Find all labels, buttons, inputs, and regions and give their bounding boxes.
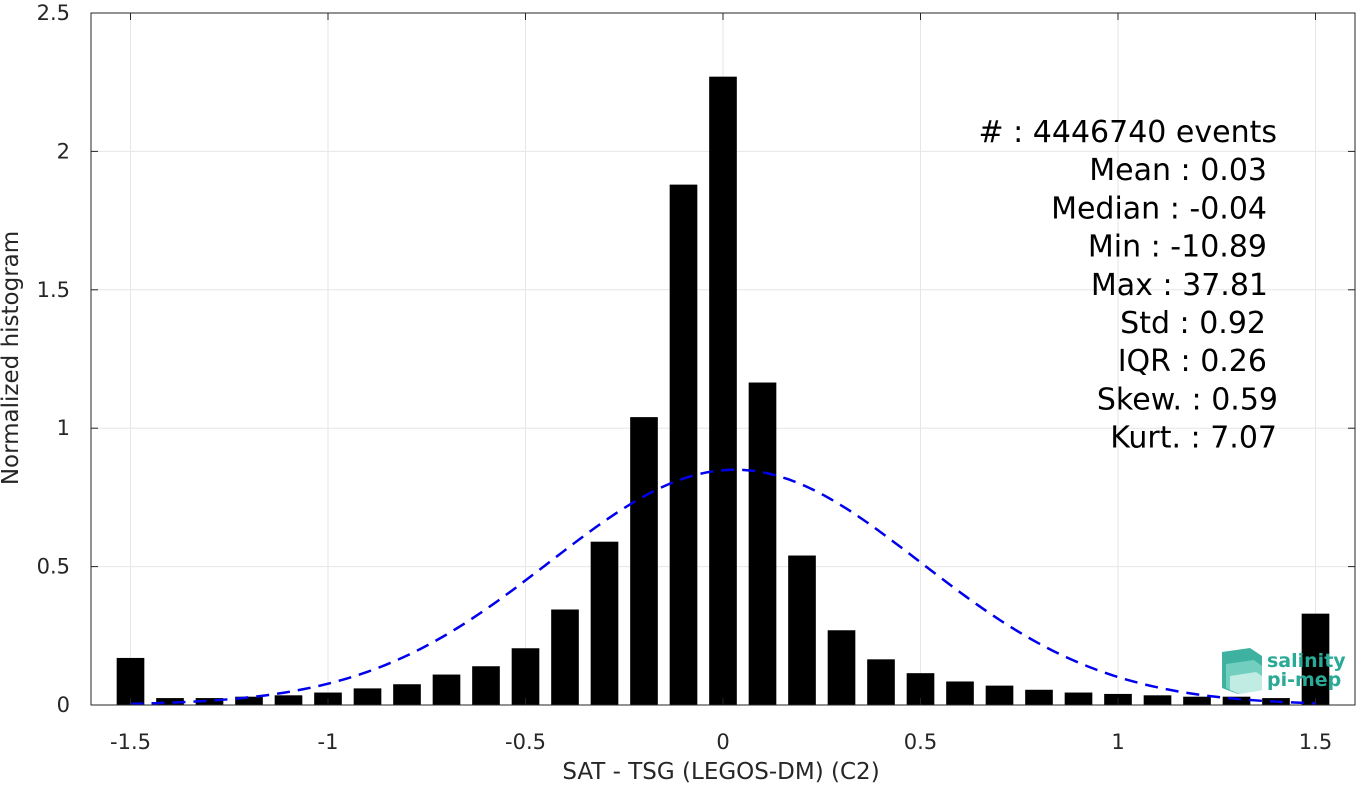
- y-tick-label: 0: [57, 693, 70, 717]
- histogram-bar: [985, 685, 1014, 705]
- x-tick-label: -0.5: [505, 730, 546, 754]
- y-tick-labels: 0 0.5 1 1.5 2 2.5: [37, 1, 70, 717]
- y-tick-label: 0.5: [37, 555, 70, 579]
- stats-line: Median : -0.04: [1051, 191, 1267, 226]
- histogram-bar: [274, 695, 303, 705]
- gaussian-fit-curve: [130, 468, 1316, 706]
- x-tick-label: 1.5: [1299, 730, 1332, 754]
- x-tick-label: -1.5: [110, 730, 151, 754]
- histogram-bar: [551, 609, 579, 705]
- y-tick-label: 2: [57, 139, 70, 163]
- stats-line: Mean : 0.03: [1089, 153, 1267, 188]
- x-axis-label: SAT - TSG (LEGOS-DM) (C2): [562, 759, 879, 785]
- histogram-bar: [195, 698, 224, 705]
- logo-text-line2: pi-mep: [1267, 669, 1341, 691]
- histogram-bar: [235, 696, 263, 705]
- axis-ticks: [91, 12, 1355, 706]
- histogram-bar: [1183, 696, 1211, 705]
- y-axis-label: Normalized histogram: [0, 231, 24, 485]
- x-tick-labels: -1.5 -1 -0.5 0 0.5 1 1.5: [110, 730, 1332, 754]
- y-tick-label: 2.5: [37, 1, 70, 25]
- histogram-bar: [511, 648, 540, 705]
- x-tick-label: 1: [1111, 730, 1124, 754]
- histogram-bar: [353, 688, 382, 705]
- histogram-bar: [1222, 696, 1251, 705]
- x-tick-label: 0.5: [904, 730, 937, 754]
- histogram-bar: [709, 76, 737, 705]
- salinity-pi-mep-logo: salinity pi-mep: [1222, 648, 1346, 694]
- histogram-bar: [1064, 692, 1093, 705]
- histogram-bar: [669, 184, 698, 706]
- stats-line: # : 4446740 events: [978, 115, 1277, 150]
- logo-text-line1: salinity: [1267, 650, 1346, 672]
- histogram-bars: [116, 76, 1330, 706]
- histogram-bar: [590, 541, 619, 705]
- histogram-bar: [946, 681, 974, 705]
- stats-line: Max : 37.81: [1091, 268, 1268, 303]
- histogram-bar: [867, 659, 895, 705]
- x-tick-label: -1: [318, 730, 339, 754]
- histogram-bar: [432, 674, 461, 705]
- stats-line: Kurt. : 7.07: [1110, 421, 1277, 456]
- histogram-bar: [156, 698, 184, 705]
- histogram-bar: [1301, 613, 1330, 705]
- histogram-bar: [1025, 689, 1053, 705]
- histogram-bar: [1143, 695, 1172, 705]
- histogram-bar: [472, 666, 500, 705]
- y-tick-label: 1.5: [37, 278, 70, 302]
- logo-mark-icon: [1222, 648, 1262, 694]
- histogram-bar: [116, 657, 145, 705]
- stats-line: Std : 0.92: [1120, 306, 1266, 341]
- stats-line: IQR : 0.26: [1118, 344, 1267, 379]
- histogram-bar: [630, 417, 658, 705]
- histogram-bar: [748, 382, 777, 705]
- histogram-bar: [827, 630, 856, 705]
- x-tick-label: 0: [716, 730, 729, 754]
- histogram-bar: [788, 555, 816, 705]
- stats-line: Min : -10.89: [1088, 230, 1267, 265]
- stats-line: Skew. : 0.59: [1097, 382, 1278, 417]
- y-tick-label: 1: [57, 416, 70, 440]
- histogram-bar: [393, 684, 421, 705]
